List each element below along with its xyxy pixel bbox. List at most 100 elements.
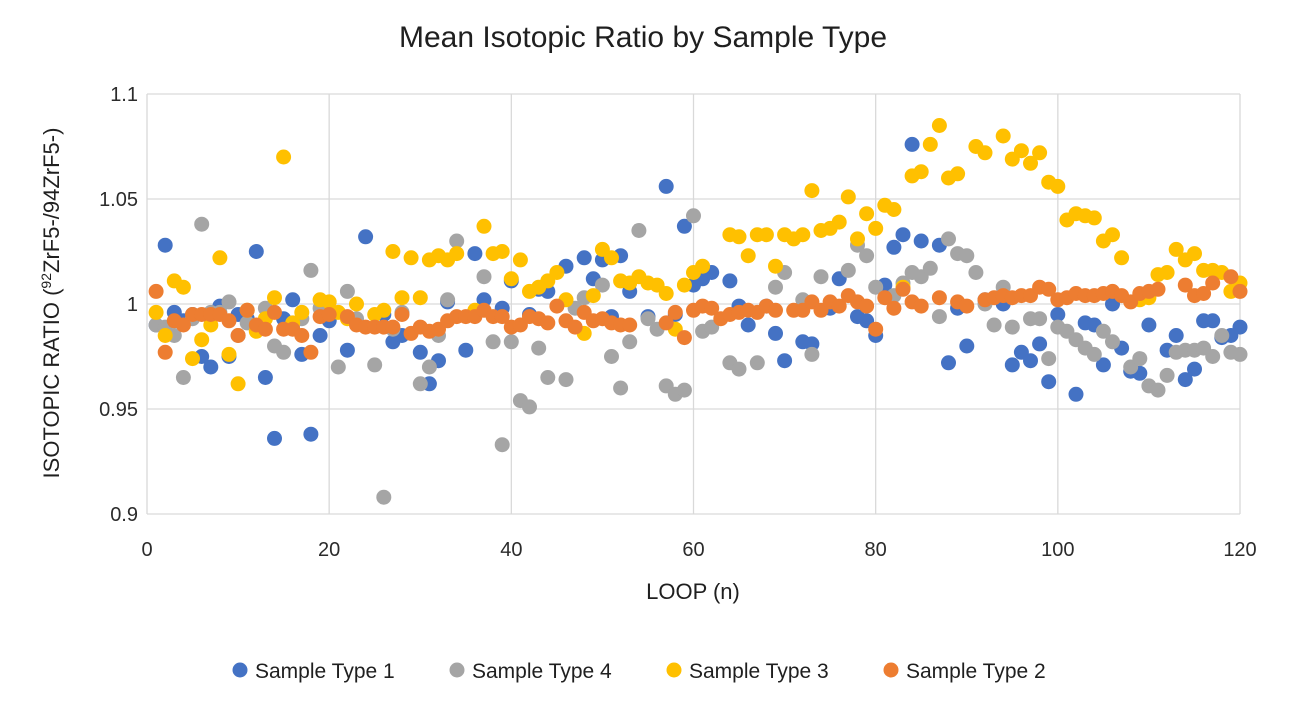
- data-point: [686, 208, 701, 224]
- data-point: [804, 183, 820, 199]
- data-point: [868, 220, 884, 236]
- data-point: [722, 273, 738, 289]
- data-point: [950, 166, 966, 182]
- legend-label: Sample Type 1: [255, 660, 395, 683]
- legend-item: Sample Type 3: [666, 660, 829, 683]
- data-point: [840, 189, 856, 205]
- data-point: [1041, 374, 1057, 390]
- data-point: [1068, 386, 1084, 402]
- data-point: [349, 296, 364, 312]
- data-point: [1032, 336, 1048, 352]
- data-point: [1159, 367, 1175, 383]
- data-point: [221, 313, 237, 329]
- data-points: [148, 118, 1248, 505]
- data-point: [257, 321, 273, 337]
- data-point: [1168, 241, 1184, 257]
- data-point: [804, 336, 820, 352]
- data-point: [1132, 351, 1148, 367]
- data-point: [868, 279, 884, 295]
- data-point: [1177, 372, 1193, 388]
- data-point: [449, 233, 465, 249]
- data-point: [795, 227, 811, 243]
- data-point: [157, 237, 173, 253]
- data-point: [212, 250, 228, 266]
- data-point: [704, 300, 720, 316]
- data-point: [1141, 317, 1157, 333]
- data-point: [458, 342, 474, 358]
- data-point: [658, 286, 674, 301]
- x-tick-label: 80: [865, 539, 887, 561]
- data-point: [676, 382, 692, 398]
- y-tick-label: 0.9: [110, 504, 138, 526]
- data-point: [239, 302, 255, 318]
- data-point: [1205, 313, 1221, 329]
- data-point: [267, 304, 282, 320]
- data-point: [1105, 227, 1120, 243]
- data-point: [494, 244, 510, 259]
- data-point: [276, 344, 292, 360]
- data-point: [1050, 307, 1066, 322]
- data-point: [1205, 349, 1221, 364]
- y-tick-label: 1: [127, 294, 138, 316]
- data-point: [1177, 277, 1193, 293]
- data-point: [1114, 250, 1130, 266]
- data-point: [1196, 286, 1212, 301]
- data-point: [768, 302, 783, 318]
- data-point: [394, 307, 410, 322]
- data-point: [1168, 328, 1184, 343]
- data-point: [558, 372, 574, 388]
- series-4: [148, 269, 1248, 360]
- data-point: [895, 281, 911, 297]
- data-point: [676, 218, 692, 234]
- data-point: [321, 294, 337, 310]
- y-tick-label: 0.95: [99, 399, 138, 421]
- y-axis-title: ISOTOPIC RATIO (92ZrF5-/94ZrF5-): [38, 128, 64, 479]
- data-point: [959, 298, 975, 314]
- data-point: [494, 437, 510, 453]
- data-point: [267, 290, 282, 306]
- data-point: [1013, 143, 1029, 159]
- data-point: [768, 258, 783, 274]
- data-point: [148, 283, 164, 299]
- data-point: [1032, 311, 1048, 327]
- data-point: [522, 399, 537, 415]
- data-point: [339, 283, 355, 299]
- data-point: [403, 250, 419, 266]
- data-point: [922, 136, 938, 152]
- data-point: [440, 292, 456, 308]
- data-point: [941, 231, 956, 247]
- data-point: [613, 380, 629, 396]
- data-point: [1032, 145, 1048, 161]
- data-point: [1041, 351, 1057, 367]
- data-point: [959, 338, 975, 354]
- data-point: [622, 334, 638, 350]
- data-point: [412, 376, 428, 392]
- data-point: [1004, 357, 1020, 373]
- data-point: [913, 164, 929, 180]
- data-point: [476, 292, 492, 308]
- data-point: [230, 328, 246, 343]
- data-point: [1205, 275, 1221, 291]
- data-point: [276, 149, 292, 165]
- data-point: [185, 351, 200, 367]
- data-point: [768, 325, 783, 341]
- series-2: [148, 208, 1248, 505]
- data-point: [385, 244, 401, 259]
- y-tick-label: 1.05: [99, 189, 138, 211]
- data-point: [230, 376, 246, 392]
- data-point: [412, 290, 428, 306]
- data-point: [676, 330, 692, 346]
- data-point: [931, 290, 947, 306]
- data-point: [731, 361, 747, 377]
- data-point: [585, 288, 601, 304]
- data-point: [1023, 155, 1038, 171]
- legend-item: Sample Type 2: [883, 660, 1046, 683]
- data-point: [859, 298, 875, 314]
- data-point: [922, 260, 938, 276]
- data-point: [175, 317, 191, 333]
- data-point: [676, 277, 692, 293]
- data-point: [540, 370, 556, 385]
- data-point: [421, 359, 437, 375]
